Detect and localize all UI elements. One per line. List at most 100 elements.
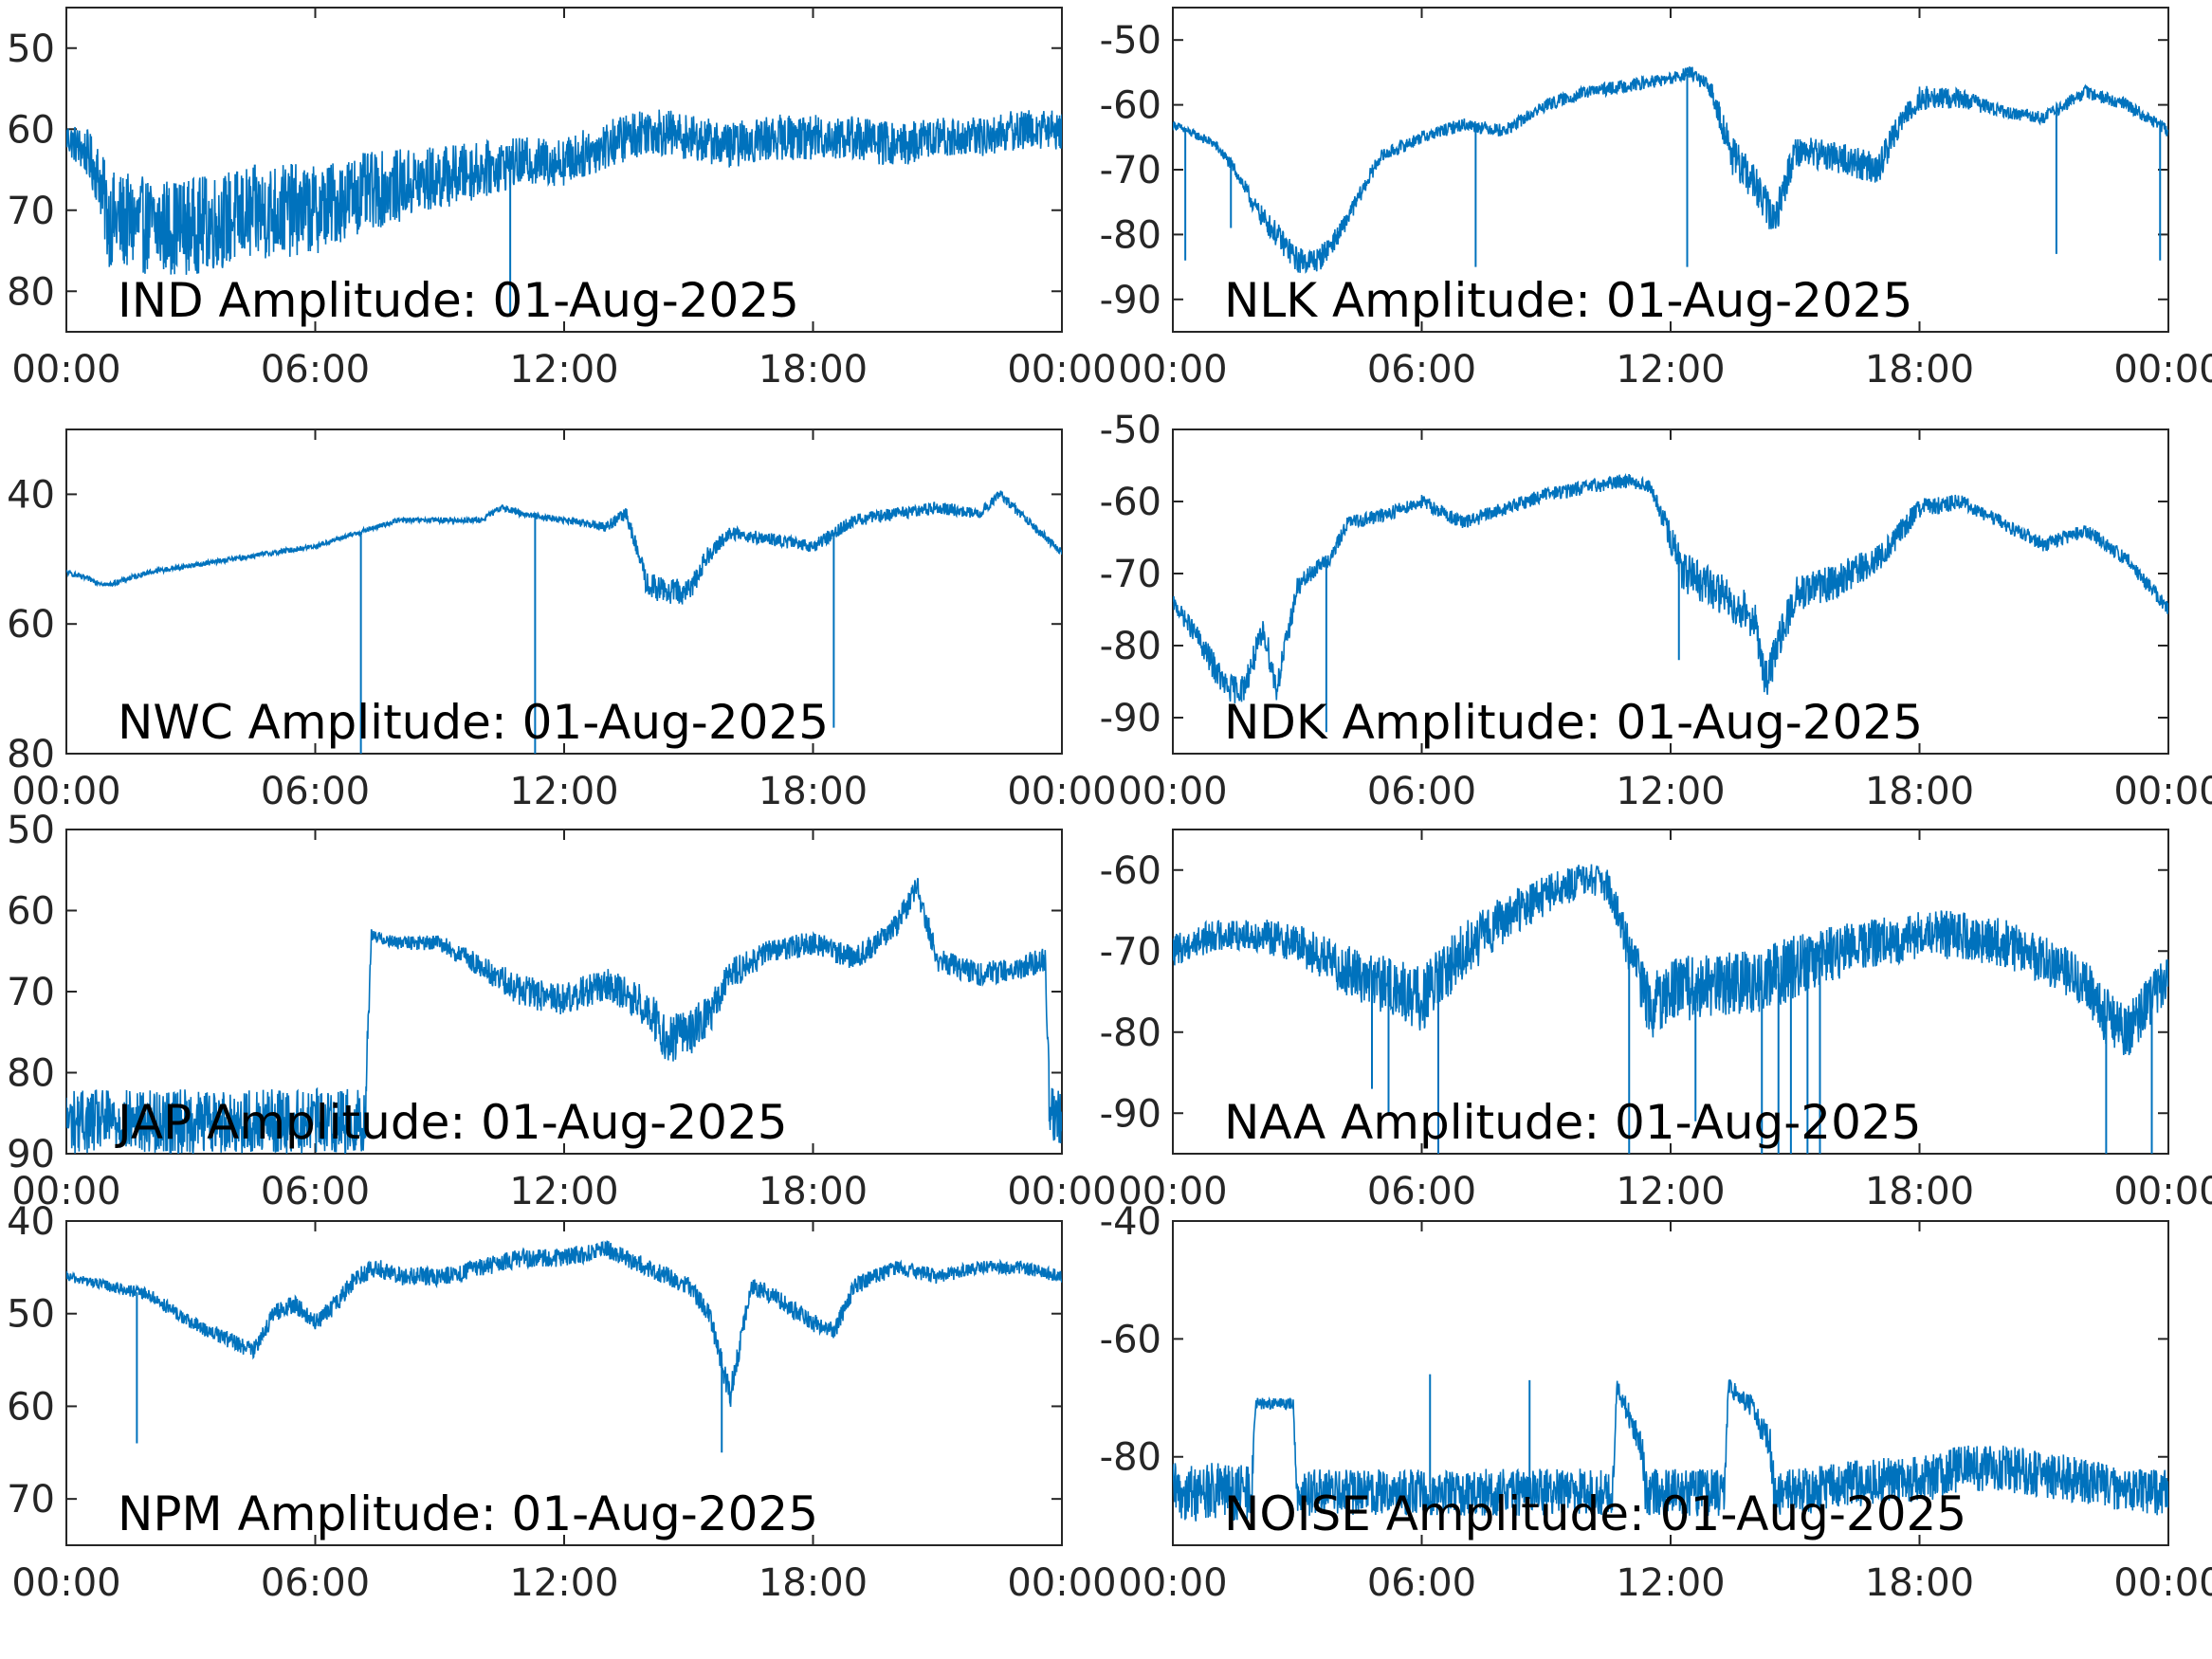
x-tick-label: 00:00 [1007, 1561, 1116, 1605]
panel-title: NAA Amplitude: 01-Aug-2025 [1224, 1095, 1922, 1150]
y-tick-label: -80 [1100, 625, 1161, 668]
chart-panel-8: 00:00 06:00 12:00 18:00 00:00 -40 -60 -80 NOISE … [1100, 1200, 2212, 1605]
x-tick-label: 12:00 [1616, 1170, 1725, 1213]
x-tick-label: 00:00 [11, 770, 120, 813]
x-tick-label: 12:00 [509, 1561, 618, 1605]
y-tick-label: -70 [1100, 553, 1161, 596]
panel-title: NWC Amplitude: 01-Aug-2025 [118, 695, 829, 750]
panel-title: NLK Amplitude: 01-Aug-2025 [1224, 273, 1912, 328]
axes-frame [65, 829, 1063, 1155]
axes-frame [1172, 428, 2169, 755]
panel-title: IND Amplitude: 01-Aug-2025 [118, 273, 799, 328]
x-tick-label: 06:00 [1367, 348, 1476, 392]
chart-panel-7: 00:00 06:00 12:00 18:00 00:00 40 50 60 70 NPM Amp… [7, 1200, 1117, 1605]
y-tick-label: 50 [7, 27, 55, 71]
y-tick-label: -60 [1100, 849, 1161, 893]
x-tick-label: 18:00 [1865, 348, 1974, 392]
y-tick-label: -80 [1100, 1012, 1161, 1055]
y-tick-label: 50 [7, 809, 55, 852]
y-tick-label: 80 [7, 270, 55, 314]
x-tick-label: 00:00 [11, 1561, 120, 1605]
y-tick-label: 80 [7, 733, 55, 776]
y-tick-label: 70 [7, 971, 55, 1014]
series-line-1 [1173, 1378, 2168, 1522]
x-tick-label: 06:00 [261, 1170, 370, 1213]
series-line-1 [66, 490, 1062, 605]
x-tick-label: 00:00 [1007, 1170, 1116, 1213]
x-tick-label: 06:00 [261, 1561, 370, 1605]
panel-title: NPM Amplitude: 01-Aug-2025 [118, 1486, 818, 1541]
x-tick-label: 18:00 [1865, 1561, 1974, 1605]
y-tick-label: -60 [1100, 84, 1161, 128]
x-tick-label: 00:00 [1007, 348, 1116, 392]
x-tick-label: 00:00 [11, 348, 120, 392]
y-tick-label: -60 [1100, 1318, 1161, 1361]
series-line-1 [1173, 472, 2168, 703]
x-tick-label: 00:00 [1118, 1170, 1227, 1213]
panel-title: NOISE Amplitude: 01-Aug-2025 [1224, 1486, 1966, 1541]
axes-frame [1172, 7, 2169, 333]
y-tick-label: -50 [1100, 19, 1161, 63]
x-tick-label: 18:00 [759, 348, 868, 392]
x-tick-label: 18:00 [1865, 1170, 1974, 1213]
panel-title: NDK Amplitude: 01-Aug-2025 [1224, 695, 1923, 750]
chart-panel-1: 00:00 06:00 12:00 18:00 00:00 50 60 70 80 IND Amp… [7, 7, 1117, 392]
y-tick-label: -40 [1100, 1200, 1161, 1244]
x-tick-label: 00:00 [2113, 348, 2212, 392]
x-tick-label: 18:00 [759, 1561, 868, 1605]
x-tick-label: 18:00 [759, 770, 868, 813]
series-line-1 [1173, 66, 2168, 274]
x-tick-label: 00:00 [2113, 1561, 2212, 1605]
y-tick-label: -70 [1100, 149, 1161, 192]
y-tick-label: -90 [1100, 697, 1161, 740]
series-line-1 [1173, 864, 2168, 1056]
chart-panel-2: 00:00 06:00 12:00 18:00 00:00 -50 -60 -70 -80 -90… [1100, 7, 2212, 392]
y-tick-label: -90 [1100, 1092, 1161, 1136]
series-line-1 [66, 878, 1062, 1154]
x-tick-label: 00:00 [2113, 770, 2212, 813]
x-tick-label: 00:00 [1007, 770, 1116, 813]
y-tick-label: 60 [7, 1385, 55, 1429]
axes-frame [65, 1220, 1063, 1546]
chart-panel-4: 00:00 06:00 12:00 18:00 00:00 -50 -60 -70 -80 -90… [1100, 409, 2212, 813]
x-tick-label: 00:00 [11, 1170, 120, 1213]
x-tick-label: 06:00 [1367, 1561, 1476, 1605]
x-tick-label: 06:00 [261, 770, 370, 813]
y-tick-label: 60 [7, 603, 55, 647]
x-tick-label: 00:00 [1118, 348, 1227, 392]
y-tick-label: 70 [7, 1478, 55, 1522]
x-tick-label: 12:00 [509, 770, 618, 813]
x-tick-label: 06:00 [1367, 770, 1476, 813]
y-tick-label: -70 [1100, 930, 1161, 974]
y-tick-label: -80 [1100, 213, 1161, 257]
chart-panel-6: 00:00 06:00 12:00 18:00 00:00 -60 -70 -80 -90 NAA… [1100, 829, 2212, 1213]
y-tick-label: 50 [7, 1293, 55, 1337]
x-tick-label: 18:00 [1865, 770, 1974, 813]
x-tick-label: 12:00 [1616, 1561, 1725, 1605]
y-tick-label: 90 [7, 1133, 55, 1176]
y-tick-label: 80 [7, 1052, 55, 1096]
y-tick-label: 60 [7, 890, 55, 934]
x-tick-label: 12:00 [509, 1170, 618, 1213]
chart-panel-3: 00:00 06:00 12:00 18:00 00:00 40 60 80 NWC Ampli… [7, 428, 1117, 813]
x-tick-label: 06:00 [1367, 1170, 1476, 1213]
y-tick-label: 70 [7, 190, 55, 233]
x-tick-label: 12:00 [1616, 348, 1725, 392]
panel-title: JAP Amplitude: 01-Aug-2025 [115, 1095, 788, 1150]
x-tick-label: 18:00 [759, 1170, 868, 1213]
y-tick-label: 60 [7, 108, 55, 152]
x-tick-label: 00:00 [1118, 770, 1227, 813]
x-tick-label: 00:00 [1118, 1561, 1227, 1605]
y-tick-label: 40 [7, 473, 55, 517]
y-tick-label: 40 [7, 1200, 55, 1244]
y-tick-label: -60 [1100, 481, 1161, 524]
x-tick-label: 06:00 [261, 348, 370, 392]
x-tick-label: 12:00 [1616, 770, 1725, 813]
x-tick-label: 00:00 [2113, 1170, 2212, 1213]
axes-frame [65, 428, 1063, 755]
series-line-1 [66, 1240, 1062, 1408]
x-tick-label: 12:00 [509, 348, 618, 392]
y-tick-label: -80 [1100, 1436, 1161, 1480]
series-line-1 [66, 109, 1062, 275]
